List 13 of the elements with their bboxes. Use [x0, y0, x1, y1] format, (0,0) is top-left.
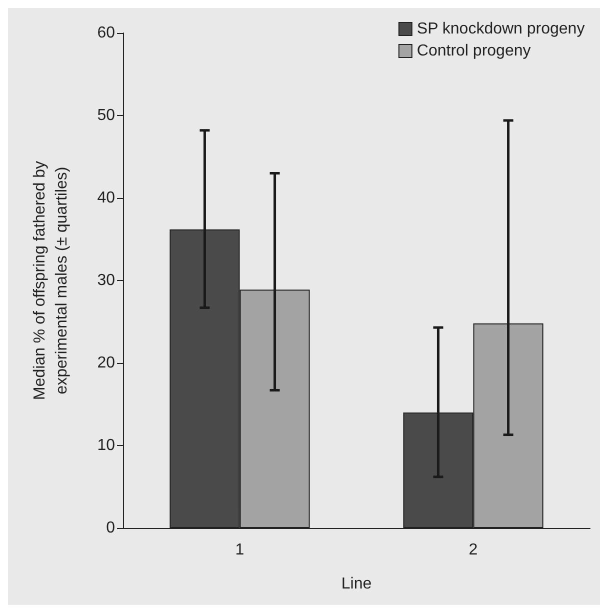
y-tick-label: 40	[97, 190, 116, 206]
x-tick-label: 2	[468, 542, 478, 558]
legend-label: Control progeny	[416, 42, 531, 60]
legend-label: SP knockdown progeny	[416, 20, 585, 38]
y-tick-label: 60	[97, 24, 116, 42]
y-tick-label: 20	[97, 354, 116, 372]
x-axis-title: Line	[341, 576, 372, 592]
y-tick-label: 30	[97, 272, 116, 289]
y-tick-label: 50	[97, 107, 116, 124]
y-axis-title: Median % of offspring fathered by experimental males (± quartiles)	[32, 161, 70, 400]
y-tick-label: 10	[97, 437, 116, 454]
x-tick-label: 1	[235, 542, 244, 558]
y-tick-label: 0	[106, 520, 116, 536]
